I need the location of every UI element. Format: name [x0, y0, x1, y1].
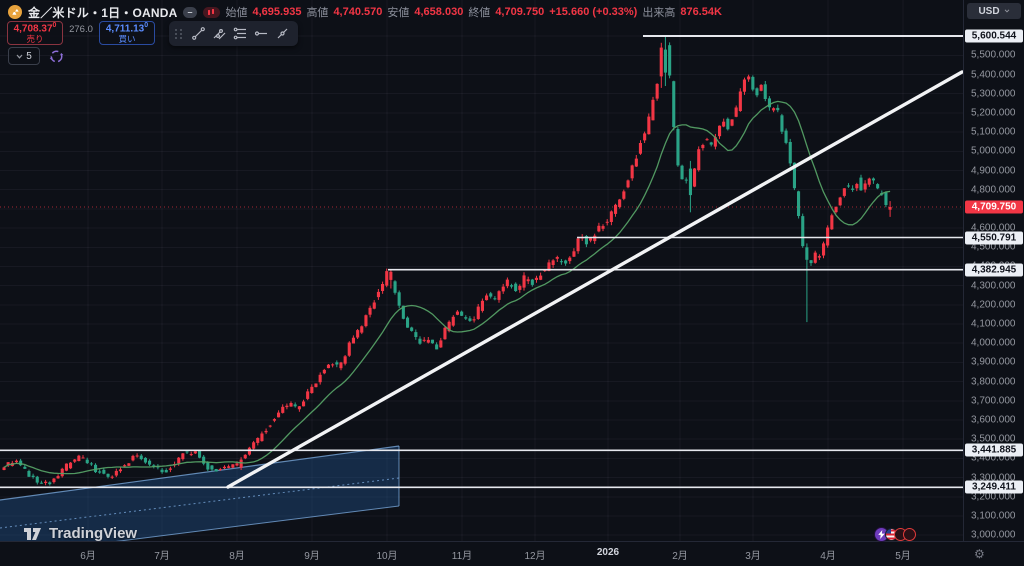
- price-axis-label: 4,900.000: [971, 165, 1016, 176]
- price-axis-label: 3,300.000: [971, 472, 1016, 484]
- event-marker-icon[interactable]: [903, 528, 916, 541]
- close-value: 4,709.750: [495, 6, 545, 18]
- time-axis-label: 9月: [304, 551, 320, 562]
- chevron-down-icon: [1004, 9, 1009, 13]
- timezone-settings-gear-icon[interactable]: ⚙: [974, 547, 985, 561]
- horizontal-ray-tool-icon[interactable]: [252, 24, 271, 43]
- change-value: +15.660 (+0.33%): [549, 6, 638, 18]
- time-axis[interactable]: 6月 7月 8月 9月 10月 11月 12月 2026 2月 3月 4月 5月 ⚙: [0, 541, 1024, 566]
- line-price-label: 4,550.791: [965, 231, 1023, 244]
- price-axis-label: 4,300.000: [971, 280, 1016, 292]
- time-axis-label: 8月: [229, 551, 245, 562]
- toolbar-drag-handle-icon[interactable]: [175, 28, 183, 39]
- trade-panel: 4,708.370 売り 276.0 4,711.130 買い: [7, 21, 298, 46]
- economic-event-icon[interactable]: [874, 527, 889, 542]
- last-price-label: 4,709.750: [965, 200, 1023, 214]
- price-axis-label: 4,500.000: [971, 241, 1016, 253]
- high-value: 4,740.570: [333, 6, 383, 18]
- price-axis-label: 5,400.000: [971, 69, 1016, 80]
- timeline-events-cluster: [874, 527, 916, 542]
- collapse-legend-icon[interactable]: –: [183, 6, 197, 18]
- close-label: 終値: [468, 7, 491, 19]
- price-axis-label: 5,100.000: [971, 126, 1016, 138]
- currency-selector-button[interactable]: USD: [967, 3, 1021, 19]
- line-price-label: 5,600.544: [965, 29, 1023, 43]
- line-price-label: 3,249.411: [965, 480, 1023, 494]
- open-value: 4,695.935: [252, 6, 302, 18]
- quick-settings-row: 5: [8, 47, 64, 65]
- market-status-icon[interactable]: [202, 6, 220, 18]
- reverse-chart-icon[interactable]: [49, 49, 64, 64]
- ohlc-readout: 始値 4,695.935 高値 4,740.570 安値 4,658.030 終値 4,…: [226, 4, 722, 20]
- time-axis-label: 2026: [596, 547, 620, 558]
- price-axis-label: 4,100.000: [971, 318, 1016, 330]
- price-axis-label: 4,600.000: [971, 222, 1016, 234]
- time-axis-label: 3月: [745, 551, 761, 562]
- price-axis-label: 5,000.000: [971, 145, 1016, 157]
- price-chart-canvas[interactable]: [0, 0, 963, 541]
- volume-label: 出来高: [642, 7, 676, 19]
- price-axis-label: 4,800.000: [971, 184, 1016, 196]
- buy-label: 買い: [118, 34, 136, 45]
- price-axis-label: 5,300.000: [971, 88, 1016, 100]
- time-axis-label: 10月: [376, 551, 398, 562]
- chart-pane[interactable]: 金／米ドル・1日・OANDA – 始値 4,695.935 高値 4,740.570…: [0, 0, 963, 541]
- interval-dropdown[interactable]: 5: [8, 47, 40, 65]
- high-label: 高値: [306, 7, 329, 19]
- price-axis-label: 4,000.000: [971, 337, 1016, 349]
- time-axis-label: 12月: [524, 551, 546, 562]
- symbol-title[interactable]: 金／米ドル・1日・OANDA: [28, 5, 178, 20]
- drawing-toolbar: [169, 21, 298, 46]
- ray-tool-icon[interactable]: [273, 24, 292, 43]
- price-axis-label: 3,500.000: [971, 433, 1016, 445]
- price-axis-label: 3,400.000: [971, 452, 1016, 464]
- volume-value: 876.54K: [680, 6, 722, 18]
- price-axis-label: 3,900.000: [971, 356, 1016, 368]
- price-axis[interactable]: USD 5,500.000 5,400.000 5,300.000 5,200.000…: [963, 0, 1024, 541]
- tradingview-logo-icon: [24, 527, 41, 540]
- symbol-legend: 金／米ドル・1日・OANDA – 始値 4,695.935 高値 4,740.570…: [8, 4, 722, 20]
- price-axis-label: 3,800.000: [971, 376, 1016, 388]
- low-value: 4,658.030: [414, 6, 464, 18]
- tradingview-logo[interactable]: TradingView: [24, 525, 137, 541]
- sell-label: 売り: [26, 34, 44, 45]
- price-axis-label: 3,200.000: [971, 491, 1016, 503]
- time-axis-label: 2月: [672, 551, 688, 562]
- time-axis-label: 6月: [80, 551, 96, 562]
- sell-button[interactable]: 4,708.370 売り: [7, 21, 63, 45]
- time-axis-label: 4月: [820, 551, 836, 562]
- chevron-down-icon: [16, 54, 23, 59]
- fib-retracement-tool-icon[interactable]: [231, 24, 250, 43]
- price-axis-label: 3,000.000: [971, 529, 1016, 541]
- open-label: 始値: [225, 7, 248, 19]
- time-axis-label: 5月: [895, 551, 911, 562]
- spread-value: 276.0: [69, 24, 93, 35]
- time-axis-label: 7月: [154, 551, 170, 562]
- price-axis-label: 4,200.000: [971, 299, 1016, 311]
- price-axis-label: 5,500.000: [971, 49, 1016, 61]
- price-axis-label: 3,600.000: [971, 414, 1016, 426]
- price-axis-label: 5,200.000: [971, 107, 1016, 119]
- line-price-label: 3,441.885: [965, 443, 1023, 457]
- low-label: 安値: [387, 7, 410, 19]
- gold-symbol-icon: [8, 5, 22, 19]
- price-axis-label: 3,100.000: [971, 510, 1016, 522]
- trend-line-tool-icon[interactable]: [189, 24, 208, 43]
- line-price-label: 4,382.945: [965, 263, 1023, 277]
- price-axis-label: 3,700.000: [971, 395, 1016, 407]
- tradingview-logo-text: TradingView: [49, 525, 138, 541]
- buy-button[interactable]: 4,711.130 買い: [99, 21, 155, 45]
- time-axis-label: 11月: [451, 551, 473, 562]
- parallel-channel-tool-icon[interactable]: [210, 24, 229, 43]
